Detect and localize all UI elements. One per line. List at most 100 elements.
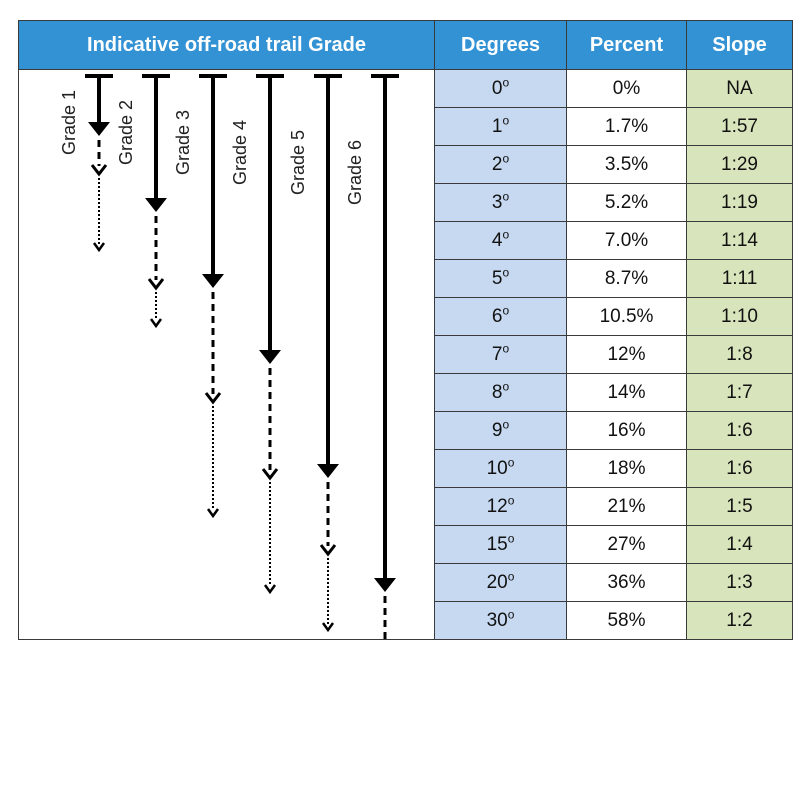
degrees-cell: 20o [434, 563, 567, 602]
degree-symbol: o [507, 569, 515, 584]
header-degrees: Degrees [434, 20, 567, 70]
arrow-head-dashed [147, 278, 165, 291]
degrees-cell: 3o [434, 183, 567, 222]
degrees-cell: 1o [434, 107, 567, 146]
grade-label: Grade 2 [116, 100, 136, 165]
percent-cell: 10.5% [566, 297, 687, 336]
degree-symbol: o [502, 379, 510, 394]
grade-arrows-svg: Grade 1 Grade 2 Grade 3 Grade 4 Grade 5 Grade… [59, 74, 399, 640]
header-percent: Percent [566, 20, 687, 70]
arrow-head-solid [88, 122, 110, 136]
grade-label: Grade 5 [288, 130, 308, 195]
grade-label: Grade 4 [230, 120, 250, 185]
percent-cell: 14% [566, 373, 687, 412]
table-row: 5o 8.7% 1:11 [19, 259, 793, 298]
degree-symbol: o [502, 75, 510, 90]
slope-cell: 1:10 [686, 297, 793, 336]
degrees-cell: 7o [434, 335, 567, 374]
slope-cell: 1:57 [686, 107, 793, 146]
degree-symbol: o [502, 189, 510, 204]
arrow-head-dashed [319, 544, 337, 557]
table-row: 9o 16% 1:6 [19, 411, 793, 450]
slope-cell: 1:14 [686, 221, 793, 260]
degrees-cell: 4o [434, 221, 567, 260]
arrow-head-dashed [204, 392, 222, 405]
arrow-head-dotted [321, 622, 335, 633]
degrees-cell: 5o [434, 259, 567, 298]
arrow-head-solid [259, 350, 281, 364]
table-row: 8o 14% 1:7 [19, 373, 793, 412]
percent-cell: 12% [566, 335, 687, 374]
degrees-cell: 6o [434, 297, 567, 336]
degrees-cell: 10o [434, 449, 567, 488]
percent-cell: 21% [566, 487, 687, 526]
degree-symbol: o [507, 531, 515, 546]
degrees-value: 8 [491, 381, 503, 403]
degree-symbol: o [507, 455, 515, 470]
grade-table: Indicative off-road trail Grade Degrees … [18, 20, 793, 640]
arrow-head-dotted [263, 584, 277, 595]
degree-symbol: o [502, 227, 510, 242]
table-row: 20o 36% 1:3 [19, 563, 793, 602]
slope-cell: 1:2 [686, 601, 793, 640]
percent-cell: 7.0% [566, 221, 687, 260]
percent-cell: 1.7% [566, 107, 687, 146]
percent-cell: 0% [566, 69, 687, 108]
degrees-value: 5 [491, 267, 503, 289]
percent-cell: 3.5% [566, 145, 687, 184]
arrow-head-dashed [90, 164, 108, 177]
arrow-head-dotted [206, 508, 220, 519]
slope-cell: 1:6 [686, 411, 793, 450]
degrees-value: 0 [491, 77, 503, 99]
degrees-value: 12 [486, 495, 508, 517]
table-row: 2o 3.5% 1:29 [19, 145, 793, 184]
degrees-value: 4 [491, 229, 503, 251]
slope-cell: 1:29 [686, 145, 793, 184]
table-row: 10o 18% 1:6 [19, 449, 793, 488]
degree-symbol: o [502, 417, 510, 432]
degree-symbol: o [502, 265, 510, 280]
table-row: 12o 21% 1:5 [19, 487, 793, 526]
percent-cell: 27% [566, 525, 687, 564]
slope-cell: 1:5 [686, 487, 793, 526]
degrees-value: 2 [491, 153, 503, 175]
arrow-head-solid [317, 464, 339, 478]
table-row: 6o 10.5% 1:10 [19, 297, 793, 336]
table-row: 30o 58% 1:2 [19, 601, 793, 640]
degree-symbol: o [502, 341, 510, 356]
degree-symbol: o [507, 607, 515, 622]
degree-symbol: o [502, 113, 510, 128]
degrees-cell: 0o [434, 69, 567, 108]
degrees-cell: 8o [434, 373, 567, 412]
degrees-cell: 12o [434, 487, 567, 526]
degrees-value: 20 [486, 571, 508, 593]
header-row: Indicative off-road trail Grade Degrees … [18, 20, 793, 70]
degrees-value: 15 [486, 533, 508, 555]
slope-cell: 1:7 [686, 373, 793, 412]
degrees-value: 10 [486, 457, 508, 479]
degrees-cell: 2o [434, 145, 567, 184]
degree-symbol: o [507, 493, 515, 508]
slope-cell: 1:11 [686, 259, 793, 298]
header-grade: Indicative off-road trail Grade [18, 20, 435, 70]
degrees-cell: 15o [434, 525, 567, 564]
arrow-head-solid [145, 198, 167, 212]
arrow-head-dashed [261, 468, 279, 481]
degrees-cell: 9o [434, 411, 567, 450]
degree-symbol: o [502, 303, 510, 318]
degree-symbol: o [502, 151, 510, 166]
degrees-value: 9 [491, 419, 503, 441]
grade-diagram: Grade 1 Grade 2 Grade 3 Grade 4 Grade 5 Grade… [18, 69, 435, 640]
table-row: 3o 5.2% 1:19 [19, 183, 793, 222]
degrees-cell: 30o [434, 601, 567, 640]
header-slope: Slope [686, 20, 793, 70]
table-row: Grade 1 Grade 2 Grade 3 Grade 4 Grade 5 Grade… [18, 69, 793, 640]
slope-cell: 1:6 [686, 449, 793, 488]
grade-label: Grade 1 [59, 90, 79, 155]
percent-cell: 8.7% [566, 259, 687, 298]
table-row: 4o 7.0% 1:14 [19, 221, 793, 260]
degrees-value: 6 [491, 305, 503, 327]
arrow-head-solid [202, 274, 224, 288]
degrees-value: 1 [491, 115, 503, 137]
